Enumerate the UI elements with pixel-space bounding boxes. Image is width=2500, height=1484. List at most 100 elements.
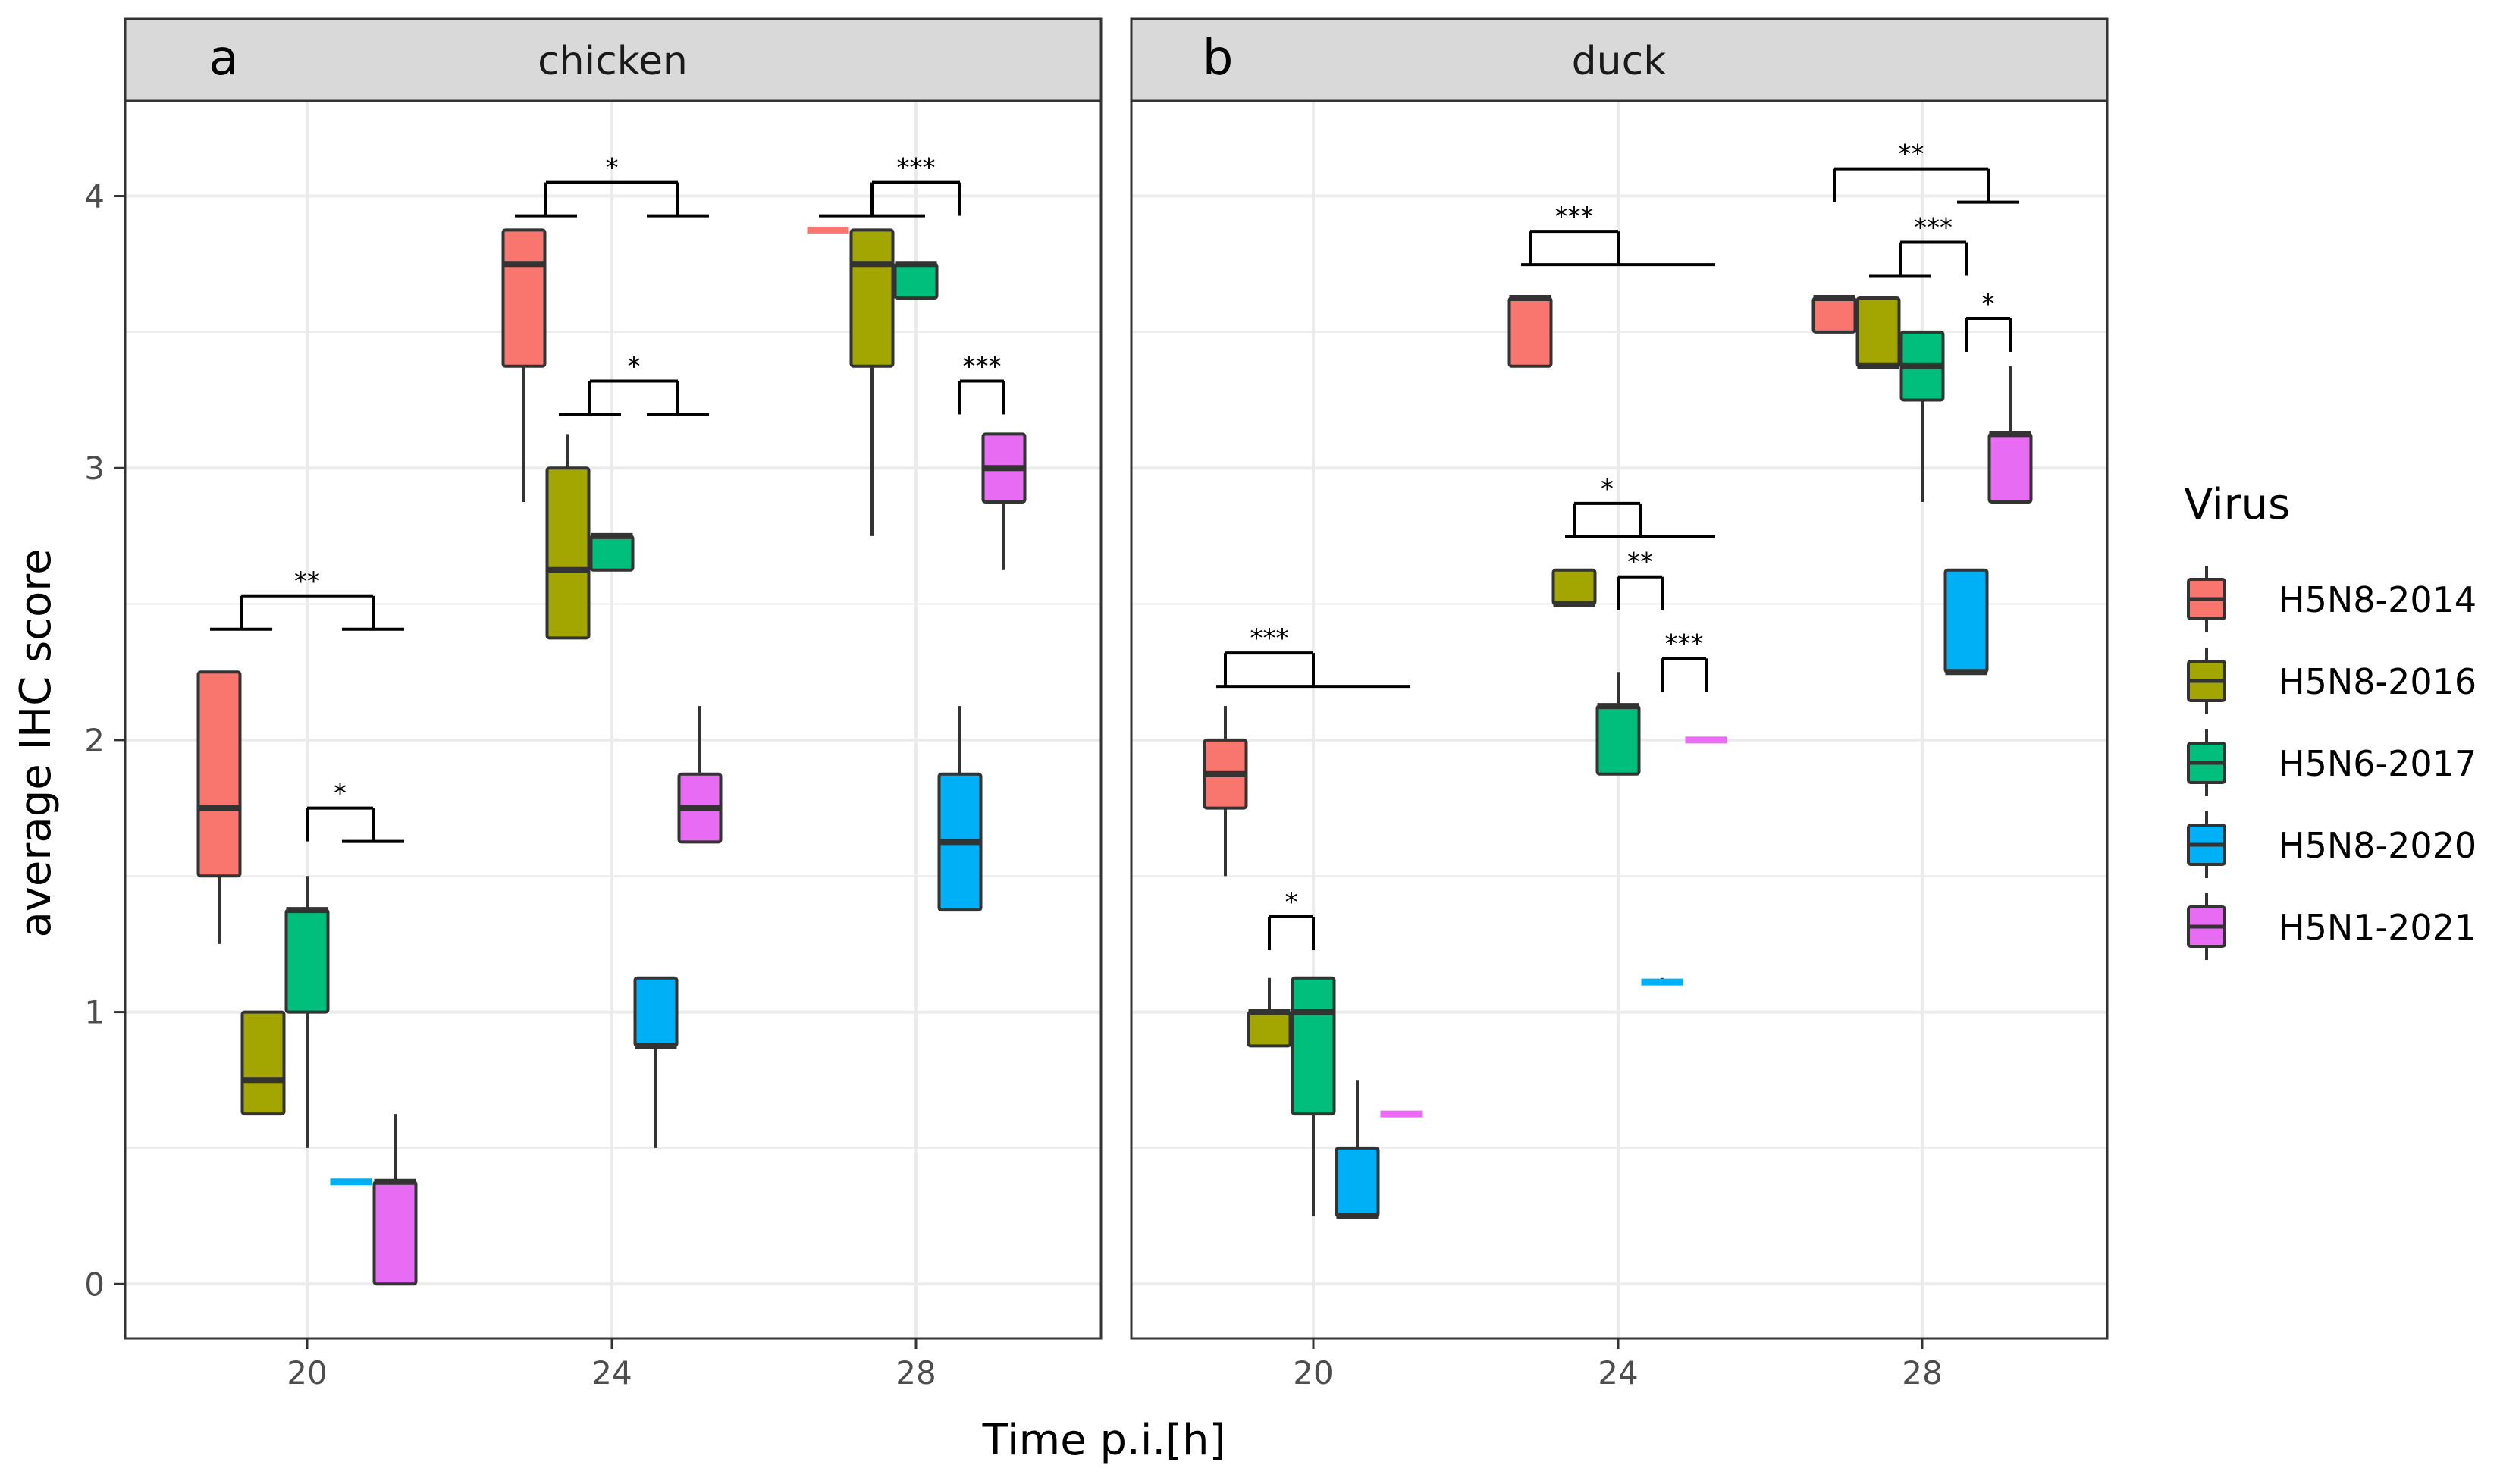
significance-bracket: * xyxy=(306,779,404,843)
box-body xyxy=(372,1180,418,1286)
box-H5N8-2016-24 xyxy=(1551,568,1597,607)
significance-bracket: * xyxy=(1268,887,1315,951)
significance-label: * xyxy=(1982,289,1995,319)
significance-label: * xyxy=(1285,887,1298,918)
box-body xyxy=(1943,568,1989,674)
box-body xyxy=(633,976,679,1048)
panel-strip xyxy=(1130,17,2109,102)
significance-bracket: * xyxy=(559,351,709,416)
box-H5N6-2017-28 xyxy=(893,261,939,300)
box-H5N6-2017-20 xyxy=(1291,976,1336,1216)
box-H5N6-2017-24 xyxy=(589,532,635,572)
panel-letter: a xyxy=(209,30,238,86)
legend-title: Virus xyxy=(2184,480,2290,529)
significance-bracket: *** xyxy=(958,351,1005,415)
box-H5N8-2014-24 xyxy=(501,228,547,503)
x-tick-label: 20 xyxy=(287,1354,327,1391)
box-H5N8-2016-24 xyxy=(545,434,591,640)
box-H5N8-2014-24 xyxy=(1507,295,1553,368)
box-body xyxy=(545,466,591,640)
legend-item-H5N6-2017: H5N6-2017 xyxy=(2187,729,2476,796)
box-H5N8-2016-28 xyxy=(849,228,895,536)
legend-item-H5N8-2014: H5N8-2014 xyxy=(2187,566,2476,632)
box-body xyxy=(1291,976,1336,1116)
x-tick-label: 20 xyxy=(1293,1354,1333,1391)
box-H5N8-2014-20 xyxy=(1203,706,1248,877)
box-H5N8-2020-24 xyxy=(1641,977,1683,986)
x-axis-title: Time p.i.[h] xyxy=(982,1416,1226,1465)
significance-label: * xyxy=(628,351,641,381)
y-tick-label: 3 xyxy=(84,450,105,487)
box-body xyxy=(1811,296,1857,334)
box-H5N6-2017-24 xyxy=(1595,672,1641,776)
box-H5N8-2020-20 xyxy=(1335,1080,1380,1219)
significance-bracket: * xyxy=(1965,289,2012,352)
significance-label: *** xyxy=(1914,213,1953,243)
box-body xyxy=(501,228,547,368)
box-body xyxy=(1855,296,1901,368)
panel-strip-label: chicken xyxy=(538,39,688,84)
box-H5N8-2020-28 xyxy=(937,706,983,912)
box-H5N1-2021-28 xyxy=(1987,366,2033,504)
box-body xyxy=(1551,568,1597,606)
significance-bracket: * xyxy=(1565,474,1715,538)
panel-letter: b xyxy=(1203,30,1234,86)
panel-duck: b duck ******************* 20 24 28 xyxy=(1130,17,2109,1391)
significance-label: ** xyxy=(1627,547,1653,578)
panel-strip-label: duck xyxy=(1572,39,1667,84)
box-body xyxy=(589,534,635,572)
significance-label: *** xyxy=(897,153,936,184)
box-body xyxy=(196,670,242,878)
significance-bracket: ** xyxy=(210,566,404,631)
box-H5N6-2017-28 xyxy=(1899,330,1945,503)
box-body xyxy=(284,908,330,1014)
box-H5N8-2014-28 xyxy=(1811,295,1857,334)
significance-bracket: *** xyxy=(1869,213,1968,278)
box-body xyxy=(849,228,895,368)
box-H5N8-2020-24 xyxy=(633,976,679,1148)
panel-strip xyxy=(124,17,1103,102)
legend-item-H5N8-2020: H5N8-2020 xyxy=(2187,811,2476,878)
significance-label: * xyxy=(1601,474,1614,504)
significance-label: *** xyxy=(963,351,1002,381)
significance-label: * xyxy=(606,153,619,184)
box-H5N8-2014-20 xyxy=(196,670,242,944)
box-body xyxy=(1247,1010,1292,1048)
box-H5N1-2021-28 xyxy=(981,432,1027,570)
box-H5N8-2016-28 xyxy=(1855,296,1901,369)
box-H5N6-2017-20 xyxy=(284,876,330,1148)
legend-item-H5N8-2016: H5N8-2016 xyxy=(2187,648,2476,714)
legend-label: H5N1-2021 xyxy=(2279,907,2476,948)
y-tick-label: 0 xyxy=(84,1266,105,1303)
box-H5N8-2016-20 xyxy=(1247,977,1292,1048)
y-axis-title: average IHC score xyxy=(11,548,61,937)
y-axis: 0 1 2 3 4 xyxy=(84,178,125,1303)
legend-item-H5N1-2021: H5N1-2021 xyxy=(2187,893,2476,960)
box-body xyxy=(1507,296,1553,368)
significance-bracket: *** xyxy=(1521,202,1715,267)
y-tick-label: 4 xyxy=(84,178,105,215)
significance-bracket: *** xyxy=(1661,629,1708,692)
significance-label: *** xyxy=(1555,202,1594,232)
significance-bracket: ** xyxy=(1833,140,2019,204)
box-H5N8-2016-20 xyxy=(240,1010,286,1116)
box-body xyxy=(1987,432,2033,504)
significance-bracket: * xyxy=(515,153,709,218)
legend-label: H5N8-2014 xyxy=(2279,579,2476,620)
x-tick-label: 24 xyxy=(1598,1354,1638,1391)
box-body xyxy=(893,262,939,300)
legend-label: H5N6-2017 xyxy=(2279,743,2476,784)
x-tick-label: 28 xyxy=(896,1354,936,1391)
significance-bracket: *** xyxy=(1216,623,1410,689)
y-tick-label: 2 xyxy=(84,722,105,759)
y-tick-label: 1 xyxy=(84,994,105,1031)
legend: Virus H5N8-2014 H5N8-2016 H5N6-2017 H5N8-20… xyxy=(2184,480,2476,960)
significance-label: *** xyxy=(1250,623,1289,654)
x-tick-label: 24 xyxy=(591,1354,632,1391)
significance-label: ** xyxy=(1899,140,1924,170)
box-body xyxy=(1335,1146,1380,1218)
panel-chicken: a chicken *********** 20 24 28 xyxy=(124,17,1103,1391)
box-H5N1-2021-20 xyxy=(372,1114,418,1286)
significance-label: * xyxy=(334,779,347,809)
